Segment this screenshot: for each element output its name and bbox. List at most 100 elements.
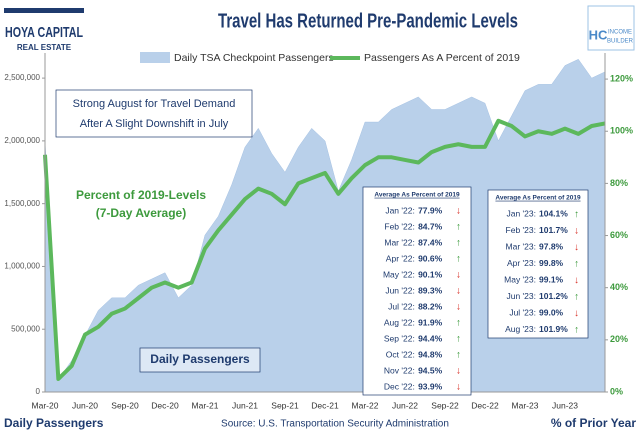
table-arrow: ↑ bbox=[456, 254, 461, 265]
x-tick-label: Dec-22 bbox=[471, 400, 499, 410]
table-value: 104.1% bbox=[539, 209, 568, 219]
table-value: 101.7% bbox=[539, 225, 568, 235]
footer-right: % of Prior Year bbox=[551, 416, 636, 430]
table-arrow: ↑ bbox=[574, 258, 579, 269]
table-title: Average As Percent of 2019 bbox=[495, 195, 581, 202]
table-month: Jun '23: bbox=[506, 291, 536, 301]
table-arrow: ↓ bbox=[574, 308, 579, 319]
table-value: 88.2% bbox=[418, 301, 443, 311]
table-arrow: ↑ bbox=[456, 238, 461, 249]
table-arrow: ↑ bbox=[456, 222, 461, 233]
y2-tick-label: 40% bbox=[610, 282, 628, 292]
table-month: Sep '22: bbox=[384, 333, 415, 343]
logo-mark: HC bbox=[589, 27, 608, 42]
table-arrow: ↓ bbox=[456, 270, 461, 281]
logo-right: HC INCOME BUILDER bbox=[587, 5, 635, 51]
logo-sub: BUILDER bbox=[607, 39, 634, 45]
y2-tick-label: 120% bbox=[610, 73, 633, 83]
logo-name: HOYA CAPITAL bbox=[5, 24, 83, 41]
table-month: May '23: bbox=[504, 275, 536, 285]
note-box bbox=[55, 89, 253, 138]
logo-sub: REAL ESTATE bbox=[17, 43, 72, 52]
table-value: 93.9% bbox=[418, 381, 443, 391]
x-tick-label: Sep-21 bbox=[271, 400, 299, 410]
table-month: Apr '23: bbox=[507, 258, 536, 268]
x-tick-label: Jun-23 bbox=[552, 400, 578, 410]
table-month: Nov '22: bbox=[384, 365, 415, 375]
table-arrow: ↓ bbox=[456, 206, 461, 217]
table-month: Jan '22: bbox=[385, 205, 415, 215]
table-month: May '22: bbox=[383, 269, 415, 279]
table-arrow: ↓ bbox=[574, 225, 579, 236]
table-title: Average As Percent of 2019 bbox=[374, 192, 460, 199]
table-month: Mar '22: bbox=[384, 237, 414, 247]
note: After A Slight Downshift in July bbox=[80, 118, 229, 130]
table-value: 77.9% bbox=[418, 205, 443, 215]
table-value: 99.8% bbox=[539, 258, 564, 268]
x-tick-label: Jun-22 bbox=[392, 400, 418, 410]
table-value: 94.8% bbox=[418, 349, 443, 359]
table-month: Aug '22: bbox=[384, 317, 415, 327]
table-arrow: ↑ bbox=[456, 318, 461, 329]
table-arrow: ↓ bbox=[456, 382, 461, 393]
area-label-box bbox=[139, 347, 261, 373]
y-tick-label: 2,000,000 bbox=[4, 136, 40, 145]
line bbox=[43, 118, 606, 381]
legend-swatch bbox=[140, 52, 170, 63]
line-label: (7-Day Average) bbox=[96, 206, 186, 220]
table-month: Jun '22: bbox=[385, 285, 415, 295]
table-month: Apr '22: bbox=[386, 253, 415, 263]
table-month: Mar '23: bbox=[506, 242, 536, 252]
table-box bbox=[362, 186, 472, 396]
legend-label: Passengers As A Percent of 2019 bbox=[364, 52, 520, 64]
table-arrow: ↓ bbox=[574, 242, 579, 253]
table-value: 91.9% bbox=[418, 317, 443, 327]
table-value: 89.3% bbox=[418, 285, 443, 295]
logo-frame bbox=[587, 5, 635, 51]
table-arrow: ↑ bbox=[456, 350, 461, 361]
x-tick-label: Jun-21 bbox=[232, 400, 258, 410]
y-tick-label: 500,000 bbox=[11, 324, 40, 333]
table-arrow: ↑ bbox=[574, 324, 579, 335]
y-tick-label: 0 bbox=[36, 387, 41, 396]
y2-tick-label: 80% bbox=[610, 178, 628, 188]
table-value: 87.4% bbox=[418, 237, 443, 247]
plot: 0 500,000 1,000,000 1,500,000 2,000,000 2,500… bbox=[4, 53, 633, 410]
table-value: 101.2% bbox=[539, 291, 568, 301]
table-box bbox=[487, 189, 589, 339]
table-arrow: ↑ bbox=[574, 291, 579, 302]
table-value: 99.0% bbox=[539, 308, 564, 318]
table-value: 90.6% bbox=[418, 253, 443, 263]
x-tick-label: Sep-22 bbox=[431, 400, 459, 410]
table-value: 90.1% bbox=[418, 269, 443, 279]
table-month: Jul '23: bbox=[509, 308, 536, 318]
chart-title: Travel Has Returned Pre-Pandemic Levels bbox=[218, 10, 518, 32]
table-month: Feb '22: bbox=[384, 221, 414, 231]
area-label: Daily Passengers bbox=[150, 352, 250, 366]
table-arrow: ↑ bbox=[456, 334, 461, 345]
y2-tick-label: 100% bbox=[610, 126, 633, 136]
footer-left: Daily Passengers bbox=[4, 416, 104, 430]
y-tick-label: 2,500,000 bbox=[4, 73, 40, 82]
table-arrow: ↓ bbox=[456, 286, 461, 297]
table-month: Feb '23: bbox=[506, 225, 536, 235]
table-month: Dec '22: bbox=[384, 381, 415, 391]
line-label: Percent of 2019-Levels bbox=[76, 188, 206, 202]
logo-name: INCOME bbox=[608, 30, 632, 36]
table-value: 101.9% bbox=[539, 324, 568, 334]
logo-left: HOYA CAPITAL REAL ESTATE bbox=[4, 8, 84, 52]
table-arrow: ↓ bbox=[456, 366, 461, 377]
x-tick-label: Mar-22 bbox=[352, 400, 379, 410]
table-month: Jan '23: bbox=[506, 209, 536, 219]
legend-label: Daily TSA Checkpoint Passengers bbox=[174, 52, 334, 64]
y2-tick-label: 20% bbox=[610, 334, 628, 344]
y2-tick-label: 0% bbox=[610, 386, 623, 396]
table-month: Jul '22: bbox=[388, 301, 415, 311]
x-tick-label: Mar-21 bbox=[192, 400, 219, 410]
table-month: Oct '22: bbox=[386, 349, 415, 359]
y-tick-label: 1,000,000 bbox=[4, 262, 40, 271]
table-value: 99.1% bbox=[539, 275, 564, 285]
x-tick-label: Jun-20 bbox=[72, 400, 98, 410]
table-arrow: ↓ bbox=[456, 302, 461, 313]
table-value: 84.7% bbox=[418, 221, 443, 231]
